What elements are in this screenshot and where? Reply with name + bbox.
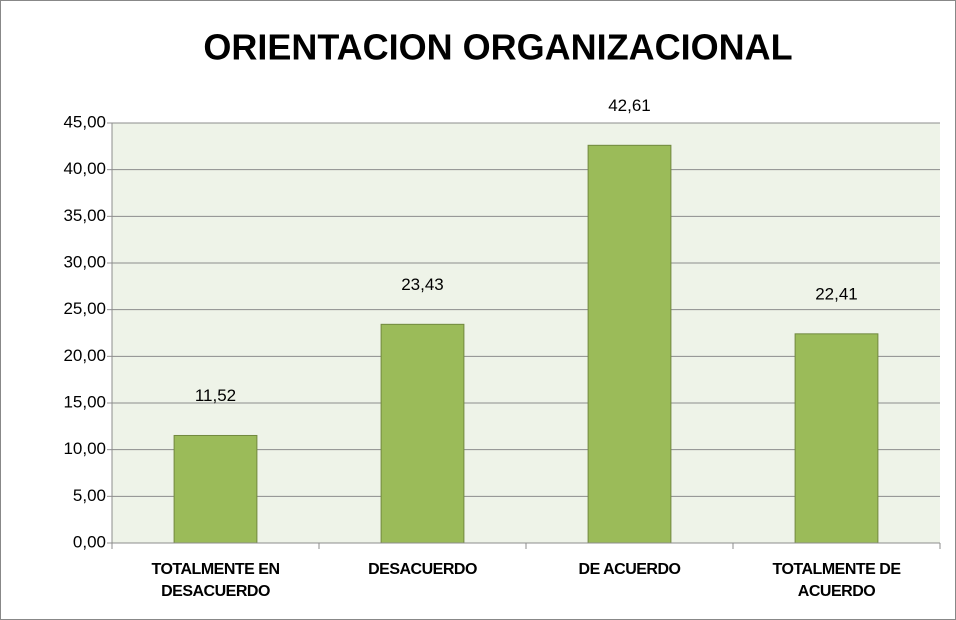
data-label: 42,61 — [608, 96, 651, 115]
y-tick-label: 45,00 — [63, 112, 106, 131]
data-label: 22,41 — [815, 284, 858, 303]
y-tick-label: 35,00 — [63, 206, 106, 225]
y-tick-label: 25,00 — [63, 299, 106, 318]
data-label: 11,52 — [195, 386, 236, 405]
y-tick-label: 20,00 — [63, 346, 106, 365]
bar — [794, 333, 879, 544]
y-tick-label: 15,00 — [63, 392, 106, 411]
chart-title: ORIENTACION ORGANIZACIONAL — [203, 27, 792, 68]
y-tick-label: 0,00 — [73, 532, 106, 551]
bar — [173, 434, 258, 544]
x-tick-label: DESACUERDO — [368, 561, 477, 578]
bar — [380, 323, 465, 544]
data-label: 23,43 — [401, 275, 444, 294]
x-tick-label: DE ACUERDO — [578, 561, 681, 578]
x-tick-label: TOTALMENTE DE ACUERDO — [772, 561, 901, 600]
y-tick-label: 30,00 — [63, 252, 106, 271]
bar — [587, 144, 672, 544]
y-tick-label: 10,00 — [63, 439, 106, 458]
y-tick-label: 5,00 — [73, 486, 106, 505]
x-tick-label: TOTALMENTE EN DESACUERDO — [151, 561, 280, 600]
y-tick-label: 40,00 — [63, 159, 106, 178]
